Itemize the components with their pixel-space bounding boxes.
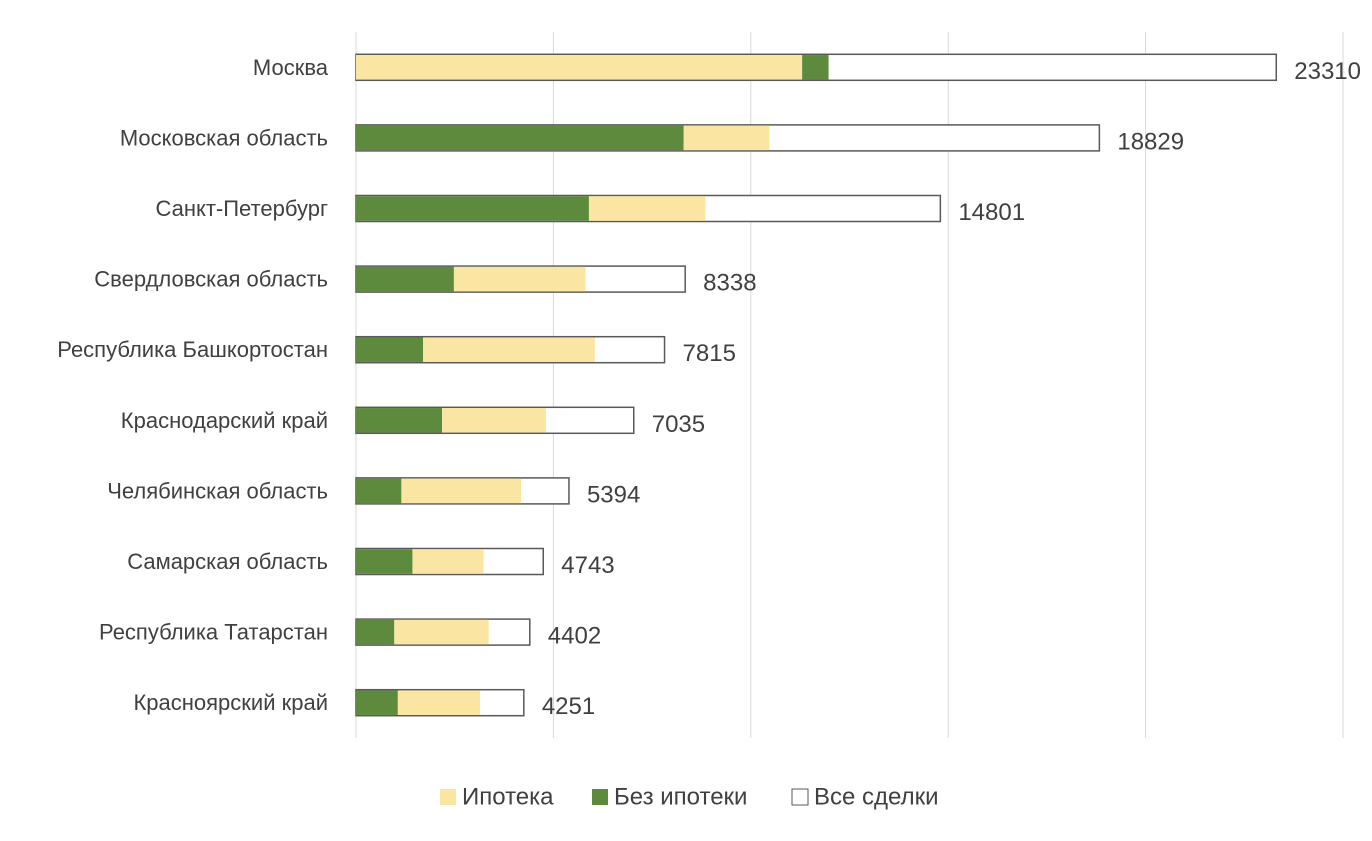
legend-label: Без ипотеки [614,784,747,811]
bar-no-mortgage [356,125,684,151]
legend-item: Все сделки [791,784,939,811]
bar-mortgage [423,337,595,362]
category-label: Краснодарский край [121,408,328,433]
bar-no-mortgage [356,690,398,715]
bar-mortgage [453,266,586,292]
data-label: 7815 [683,340,736,367]
bar-mortgage [394,619,489,645]
category-label: Самарская область [127,549,328,574]
category-label: Республика Татарстан [99,620,328,645]
bar-mortgage [412,549,484,574]
data-label: 18829 [1117,128,1184,155]
legend-swatch [440,789,456,805]
legend-swatch [592,789,608,805]
data-label: 4743 [561,552,614,579]
bar-no-mortgage [356,408,443,433]
labels-layer: Москва 23310 Московская область 18829 Санкт-… [57,55,1361,720]
category-label: Московская область [120,125,328,150]
data-label: 14801 [958,199,1025,226]
category-label: Москва [253,55,329,80]
legend-label: Все сделки [814,784,939,811]
bar-no-mortgage [802,55,829,80]
data-label: 7035 [652,411,705,438]
bar-no-mortgage [356,337,424,362]
data-label: 4402 [548,623,601,650]
bar-no-mortgage [356,478,402,504]
bar-no-mortgage [356,619,395,645]
bar-mortgage [442,408,546,433]
bar-mortgage [397,690,480,715]
category-label: Республика Башкортостан [57,337,328,362]
bar-mortgage [683,125,770,151]
data-label: 5394 [587,481,640,508]
bar-no-mortgage [356,266,454,292]
legend-item: Без ипотеки [592,784,747,811]
category-label: Красноярский край [133,690,328,715]
data-label: 23310 [1294,58,1361,85]
data-label: 8338 [703,270,756,297]
legend-label: Ипотека [462,784,554,811]
data-label: 4251 [542,693,595,720]
category-label: Санкт-Петербург [155,196,328,221]
bar-no-mortgage [356,196,589,221]
legend-swatch [791,788,809,806]
category-label: Свердловская область [94,267,328,292]
bar-no-mortgage [356,549,413,574]
bars-layer [355,53,1278,717]
bar-mortgage [401,478,522,504]
legend: Ипотека Без ипотеки Все сделки [440,784,939,811]
category-label: Челябинская область [107,478,328,503]
legend-item: Ипотека [440,784,554,811]
bar-mortgage [356,55,803,80]
bar-mortgage [588,196,706,221]
